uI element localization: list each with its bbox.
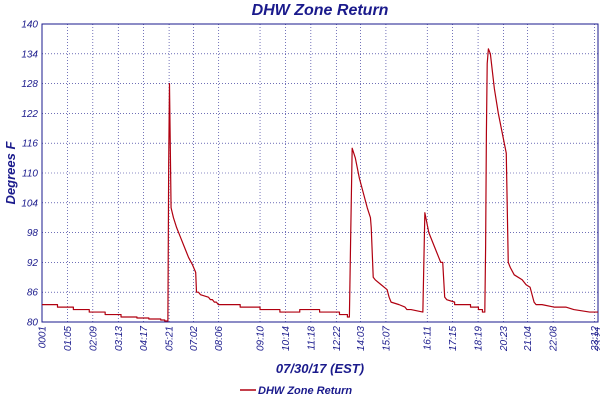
x-tick-label: 10:14: [281, 326, 292, 351]
x-tick-label: 20:23: [499, 326, 510, 352]
y-tick-label: 110: [22, 169, 38, 180]
x-tick-label: 17:15: [448, 326, 459, 351]
x-tick-label: 23:12: [590, 326, 600, 352]
y-tick-label: 116: [22, 139, 38, 150]
y-tick-label: 140: [21, 20, 38, 31]
legend-label: DHW Zone Return: [258, 385, 352, 397]
plot-area: [41, 23, 599, 323]
x-tick-label: 07:02: [189, 326, 200, 351]
x-tick-label: 09:10: [256, 326, 267, 351]
series-layer: [42, 48, 598, 322]
x-tick-label: 11:18: [306, 326, 317, 351]
series-line-0: [42, 48, 598, 322]
x-tick-label: 08:06: [214, 326, 225, 351]
legend: DHW Zone Return: [240, 385, 352, 397]
y-tick-label: 98: [27, 228, 39, 239]
x-tick-label: 18:19: [474, 326, 485, 351]
x-tick-label: 01:05: [63, 326, 74, 351]
x-tick-label: 14:03: [356, 326, 367, 351]
x-tick-label: 22:08: [549, 326, 560, 352]
x-tick-label: 21:04: [523, 326, 534, 352]
x-axis-label: 07/30/17 (EST): [276, 361, 364, 376]
y-tick-label: 134: [21, 49, 38, 60]
x-tick-label: 15:07: [381, 326, 392, 351]
y-tick-label: 128: [21, 79, 38, 90]
y-tick-label: 92: [27, 258, 39, 269]
x-tick-label: 12:22: [332, 326, 343, 351]
y-tick-label: 122: [21, 109, 38, 120]
x-tick-label: 02:09: [88, 326, 99, 351]
y-tick-label: 104: [21, 198, 38, 209]
y-tick-label: 80: [27, 318, 39, 329]
x-tick-label: 16:11: [423, 326, 434, 350]
x-tick-label: 03:13: [114, 326, 125, 351]
chart-title: DHW Zone Return: [252, 2, 389, 19]
x-tick-label: 04:17: [139, 326, 150, 351]
y-axis-ticks: 80 86 92 98 104 110 116 122 128 134 140: [21, 20, 38, 329]
x-axis-ticks: 0001 01:05 02:09 03:13 04:17 05:21 07:02 08:06 0…: [38, 326, 600, 352]
x-tick-label: 23:21: [594, 326, 600, 352]
x-tick-label: 0001: [38, 326, 49, 348]
x-tick-label: 05:21: [165, 326, 176, 351]
y-axis-label: Degrees F: [3, 141, 18, 205]
y-tick-label: 86: [27, 288, 39, 299]
